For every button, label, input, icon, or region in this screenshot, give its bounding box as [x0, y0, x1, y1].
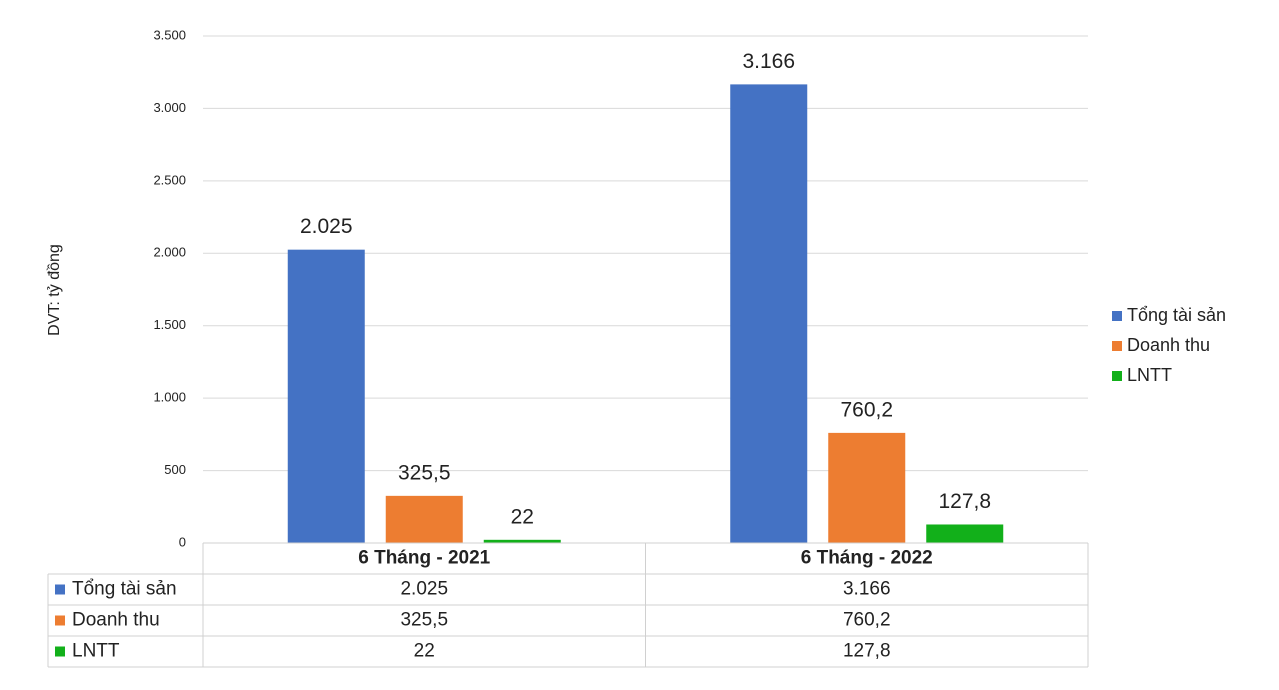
table-cell: 3.166 [843, 579, 891, 600]
y-tick-label: 2.500 [153, 172, 186, 187]
x-tick-label: 6 Tháng - 2021 [358, 548, 490, 569]
bar [385, 495, 463, 543]
x-tick-label: 6 Tháng - 2022 [801, 548, 933, 569]
legend-label: Tổng tài sản [1127, 305, 1226, 325]
y-tick-label: 1.500 [153, 317, 186, 332]
legend-label: Doanh thu [1127, 335, 1210, 355]
y-tick-label: 3.000 [153, 100, 186, 115]
bar [287, 249, 365, 543]
table-legend-key [55, 584, 65, 595]
data-label: 3.166 [742, 50, 795, 73]
data-label: 325,5 [398, 461, 451, 484]
table-row-label: LNTT [72, 641, 120, 662]
bar [483, 539, 561, 543]
y-tick-label: 2.000 [153, 245, 186, 260]
table-cell: 127,8 [843, 641, 891, 662]
y-tick-label: 500 [164, 462, 186, 477]
data-label: 760,2 [840, 398, 893, 421]
y-axis-label: DVT: tỷ đồng [46, 244, 63, 336]
data-label: 2.025 [300, 215, 353, 238]
legend-key [1112, 311, 1122, 321]
data-label: 22 [511, 505, 534, 528]
table-legend-key [55, 646, 65, 657]
legend-label: LNTT [1127, 365, 1172, 385]
bar [730, 84, 808, 543]
legend-key [1112, 341, 1122, 351]
table-cell: 760,2 [843, 610, 891, 631]
table-cell: 22 [414, 641, 435, 662]
bar [926, 524, 1004, 543]
table-row-label: Doanh thu [72, 610, 160, 631]
table-row-label: Tổng tài sản [72, 579, 177, 600]
y-tick-label: 3.500 [153, 27, 186, 42]
legend-key [1112, 371, 1122, 381]
table-cell: 2.025 [400, 579, 448, 600]
y-tick-label: 0 [179, 534, 186, 549]
bar [828, 432, 906, 543]
table-legend-key [55, 615, 65, 626]
table-cell: 325,5 [400, 610, 448, 631]
data-label: 127,8 [938, 490, 991, 513]
y-tick-label: 1.000 [153, 390, 186, 405]
